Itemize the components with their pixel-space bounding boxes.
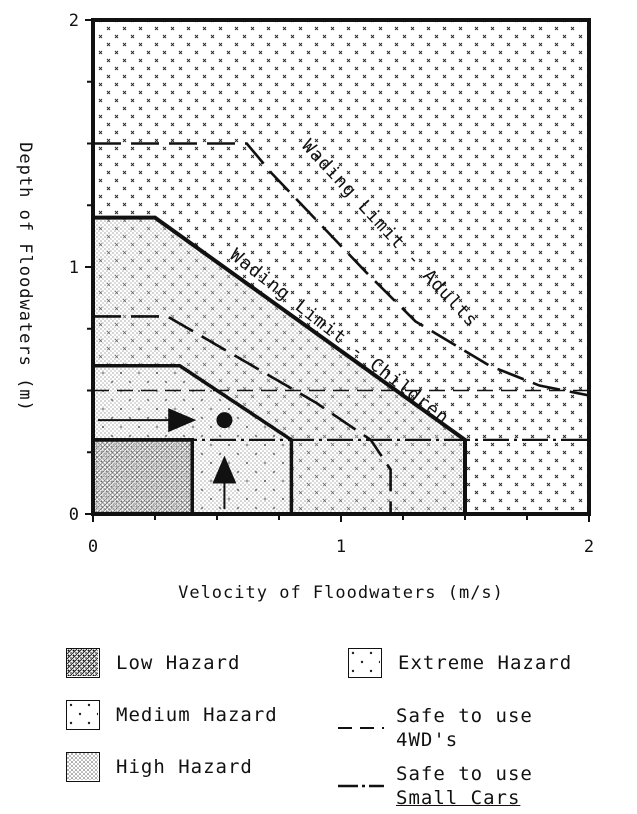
y-tick-label-1: 1	[69, 258, 79, 278]
legend-label-medium-hazard: Medium Hazard	[116, 704, 278, 726]
line-wading-limit-children	[93, 315, 392, 514]
legend-swatch-extreme-hazard	[348, 648, 382, 678]
legend-swatch-low-hazard	[66, 648, 100, 678]
y-tick-label-2: 2	[69, 11, 79, 31]
example-point	[216, 412, 233, 429]
legend-label-safe-4wd-line1: Safe to use	[396, 705, 533, 727]
legend-label-extreme-hazard: Extreme Hazard	[398, 652, 573, 674]
boundary-extreme-hazard	[93, 215, 467, 514]
legend-item-low-hazard: Low Hazard	[66, 648, 240, 678]
legend-swatch-medium-hazard	[66, 700, 100, 730]
legend-item-extreme-hazard: Extreme Hazard	[348, 648, 572, 678]
axis-tick-labels: 0 1 2 0 1 2	[69, 11, 594, 557]
legend-label-safe-4wd-line2: 4WD's	[396, 729, 459, 751]
legend-swatch-high-hazard	[66, 752, 100, 782]
axis-ticks	[85, 19, 590, 522]
y-tick-label-0: 0	[69, 505, 79, 525]
boundary-high-hazard	[93, 364, 294, 514]
legend-item-high-hazard: High Hazard	[66, 752, 253, 782]
legend-line-safe-small-cars	[336, 771, 386, 801]
line-wading-limit-adults	[93, 142, 590, 397]
legend-label-safe-small-cars-line2: Small Cars	[396, 787, 521, 809]
legend-item-medium-hazard: Medium Hazard	[66, 700, 278, 730]
legend-label-safe-small-cars-line1: Safe to use	[396, 763, 533, 785]
flood-hazard-chart: 0 1 2 0 1 2 Velocity of Floodwaters (m/s) Dep…	[15, 11, 594, 603]
y-axis-label: Depth of Floodwaters (m)	[15, 142, 35, 412]
legend-line-safe-4wd	[336, 713, 386, 743]
x-tick-label-1: 1	[336, 537, 346, 557]
x-tick-label-2: 2	[584, 537, 594, 557]
x-axis-label: Velocity of Floodwaters (m/s)	[178, 583, 504, 603]
x-tick-label-0: 0	[88, 537, 98, 557]
legend-item-safe-small-cars: Safe to use Small Cars	[336, 762, 533, 810]
legend-item-safe-4wd: Safe to use 4WD's	[336, 704, 533, 752]
legend-label-high-hazard: High Hazard	[116, 756, 253, 778]
legend-label-low-hazard: Low Hazard	[116, 652, 241, 674]
